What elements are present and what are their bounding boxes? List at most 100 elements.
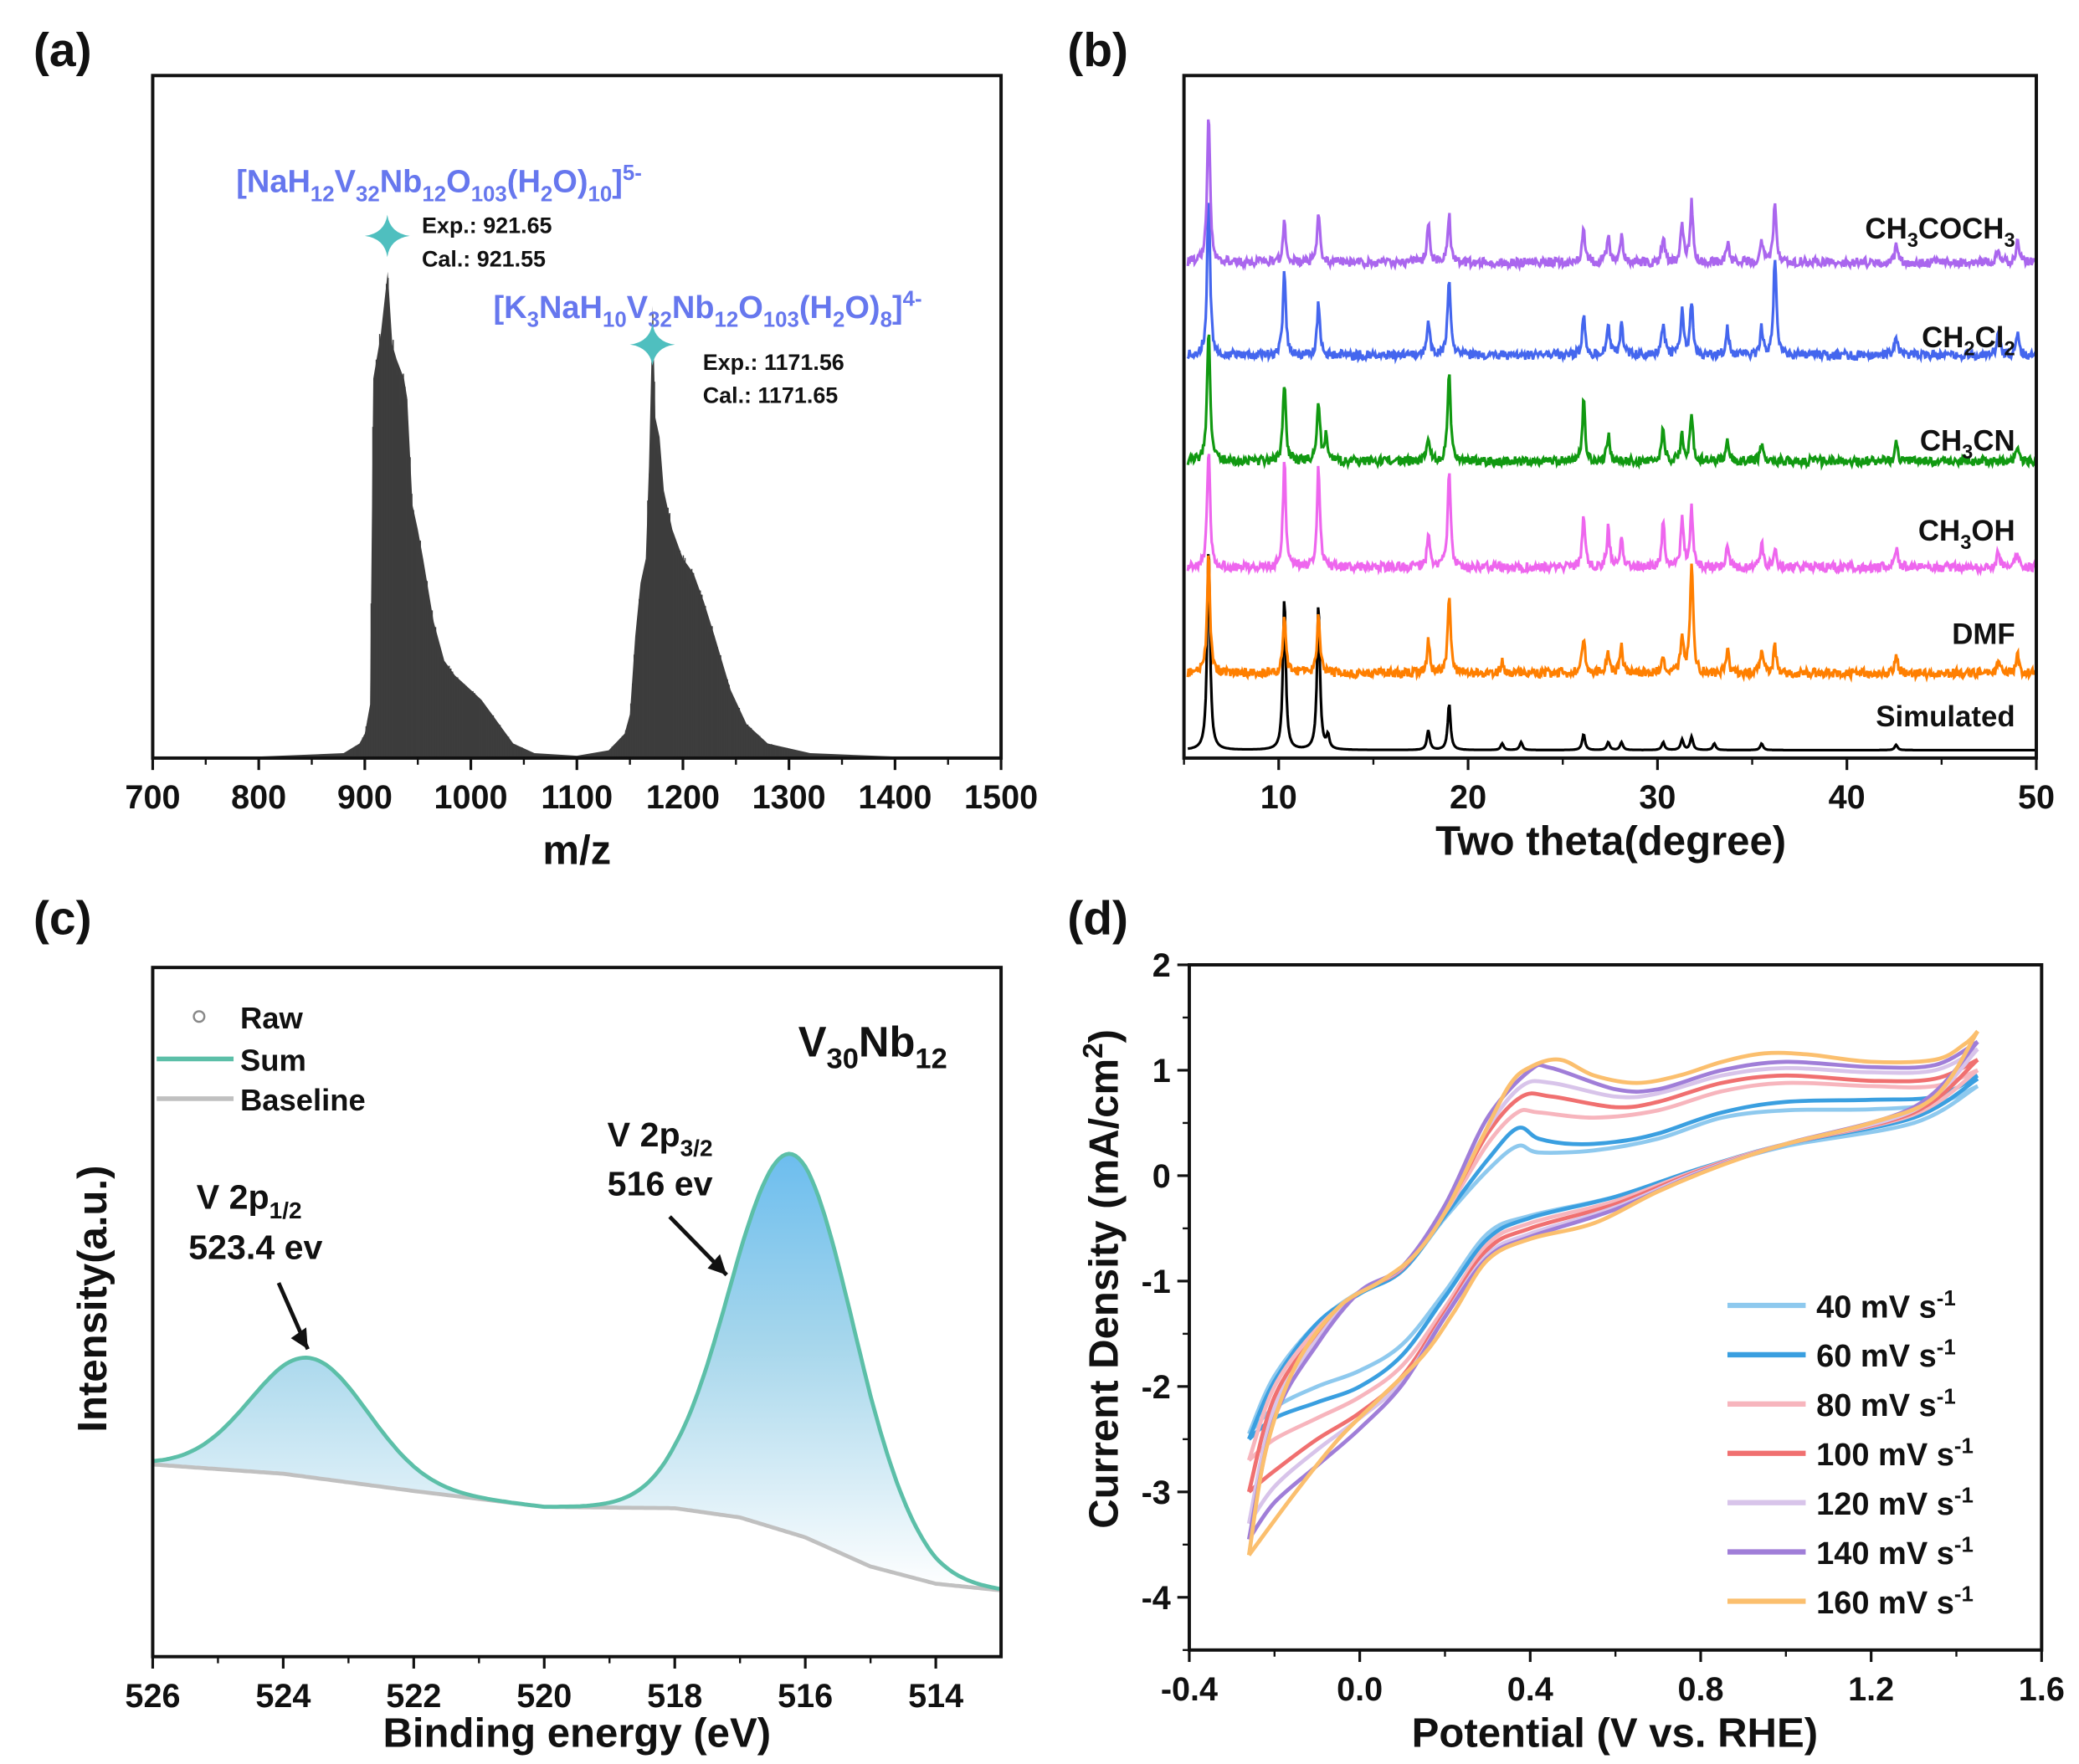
ion-formula-label-part: ] (892, 290, 903, 326)
panel-d-y-tick-label: 2 (1152, 947, 1171, 984)
legend-label: Sum (240, 1044, 306, 1078)
ion-formula-label-part: V (335, 165, 357, 200)
peak-label-part: 3/2 (680, 1135, 713, 1161)
ion-formula-label-part: 103 (763, 309, 799, 332)
xps-sum-line (152, 1151, 1002, 1592)
xrd-pattern-label-part: CH (1865, 213, 1907, 245)
star-marker-icon (364, 214, 410, 258)
cal-value-label: Cal.: 921.55 (422, 246, 546, 271)
xrd-pattern-label-part: 2 (2004, 339, 2015, 361)
ion-formula-label-part: 2 (833, 309, 844, 332)
panel-c-xlabel: Binding energy (eV) (382, 1710, 771, 1756)
ion-formula-label-part: [K (493, 290, 527, 326)
sample-label: V30Nb12 (798, 1018, 947, 1074)
ion-formula-label-part: 103 (471, 182, 507, 206)
panel-a-xlabel: m/z (542, 828, 611, 874)
panel-d-xlabel: Potential (V vs. RHE) (1412, 1710, 1818, 1756)
xrd-pattern-label-part: CH (1918, 515, 1960, 547)
ion-formula-label-part: ] (612, 165, 623, 200)
arrow-head-icon (290, 1327, 308, 1350)
panel-d-x-tick-label: 0.8 (1677, 1671, 1723, 1708)
xrd-pattern-label-part: 3 (2004, 230, 2015, 252)
xrd-pattern-label-part: CH (1920, 424, 1962, 457)
panel-d-x-tick-label: 0.4 (1507, 1671, 1553, 1708)
cal-value-label: Cal.: 1171.65 (703, 382, 839, 408)
xrd-pattern-line (1186, 454, 2037, 577)
panel-d-y-tick-label: -2 (1142, 1369, 1171, 1406)
peak-label: V 2p3/2 (608, 1115, 713, 1161)
panel-d-x-tick-label: 0.0 (1337, 1671, 1383, 1708)
mass-spectrum-envelope (259, 271, 896, 758)
peak-label-part: 1/2 (270, 1197, 302, 1223)
ion-formula-label-part: O (446, 165, 471, 200)
ion-formula-label-part: 10 (588, 182, 613, 206)
panel-d-ylabel-part: Current Density (mA/cm (1081, 1059, 1127, 1529)
ion-formula-label: [NaH12V32Nb12O103(H2O)10]5- (236, 162, 642, 206)
panel-d-y-tick-label: 0 (1152, 1158, 1171, 1195)
panel-d-ylabel: Current Density (mA/cm2) (1078, 1029, 1127, 1529)
panel-a-x-tick-label: 1400 (858, 779, 932, 816)
panel-d-y-tick-label: 1 (1152, 1053, 1171, 1090)
legend-label: 140 mV s-1 (1816, 1533, 1974, 1571)
ion-formula-label-part: 5- (623, 162, 642, 185)
panel-c-x-tick-label: 520 (516, 1678, 572, 1715)
plot-layer: 700 800 900 1000 1100 1200 1300 1400 1500[NaH12V… (125, 74, 2065, 1715)
xrd-pattern-line (1186, 119, 2037, 272)
panel-a-x-tick-label: 1300 (752, 779, 826, 816)
panel-b-xlabel: Two theta(degree) (1435, 819, 1786, 864)
panel-a-x-tick-label: 1500 (964, 779, 1038, 816)
panel-a-x-tick-label: 1100 (541, 779, 613, 816)
panel-d-y-tick-label: -1 (1142, 1264, 1171, 1300)
legend-label-part: -1 (1937, 1336, 1956, 1360)
panel-d-ylabel-part: 2 (1078, 1043, 1109, 1059)
ion-formula-label-part: O) (552, 165, 588, 200)
ion-formula-label-part: O (738, 290, 763, 326)
panel-c-x-tick-label: 516 (778, 1678, 833, 1715)
legend-label-part: 40 mV s (1816, 1290, 1937, 1325)
legend-label: Raw (240, 1001, 304, 1035)
cv-curve-anodic (1246, 1047, 1979, 1525)
peak-energy-label: 523.4 ev (188, 1228, 322, 1267)
legend-label: 60 mV s-1 (1816, 1336, 1956, 1374)
panel-a-x-tick-label: 1000 (434, 779, 508, 816)
panel-b-x-tick-label: 50 (2018, 779, 2055, 816)
panel-b-x-tick-label: 10 (1260, 779, 1297, 816)
peak-label-part: V 2p (197, 1177, 270, 1216)
panel-b-frame (1182, 74, 2038, 760)
xrd-pattern-label-part: CN (1973, 424, 2015, 457)
xrd-pattern-label-part: CH (1922, 321, 1964, 354)
xrd-pattern-label: CH2Cl2 (1922, 321, 2015, 361)
xrd-pattern-label: CH3OH (1918, 515, 2015, 554)
legend-label-part: 100 mV s (1816, 1438, 1954, 1473)
xrd-pattern-label-part: 3 (1907, 230, 1918, 252)
arrow-head-icon (707, 1254, 727, 1275)
panel-c-x-tick-label: 522 (386, 1678, 441, 1715)
ion-formula-label-part: V (627, 290, 649, 326)
peak-label-part: V 2p (608, 1115, 680, 1154)
ion-formula-label-part: NaH (539, 290, 603, 326)
xrd-pattern-line (1187, 554, 2036, 751)
ion-formula-label-part: Nb (672, 290, 715, 326)
panel-a-x-tick-label: 700 (125, 779, 180, 816)
panel-c-frame (151, 966, 1004, 1659)
ion-formula-label-part: 10 (603, 309, 627, 332)
peak-label: V 2p1/2 (197, 1177, 302, 1223)
xrd-pattern-label-part: 3 (1962, 442, 1973, 464)
peak-energy-label: 516 ev (608, 1165, 713, 1203)
xrd-pattern-label: CH3COCH3 (1865, 213, 2015, 252)
xrd-pattern-label-part: 2 (1964, 339, 1974, 361)
ion-formula-label-part: 8 (880, 309, 892, 332)
xrd-pattern-label: Simulated (1876, 700, 2015, 733)
xrd-pattern-label-part: Simulated (1876, 700, 2015, 733)
panel-c-x-tick-label: 524 (255, 1678, 311, 1715)
xrd-pattern-label-part: 3 (1960, 532, 1971, 554)
legend-label: 80 mV s-1 (1816, 1386, 1956, 1423)
panel-a-x-tick-label: 900 (337, 779, 393, 816)
legend-label-part: -1 (1954, 1533, 1974, 1556)
cv-curve-anodic (1246, 1039, 1979, 1541)
panel-b-x-tick-label: 40 (1829, 779, 1866, 816)
legend-label-part: 60 mV s (1816, 1339, 1937, 1374)
legend-label: 160 mV s-1 (1816, 1582, 1974, 1620)
xrd-pattern-line (1186, 555, 2037, 684)
panel-label-d: (d) (1067, 892, 1128, 946)
